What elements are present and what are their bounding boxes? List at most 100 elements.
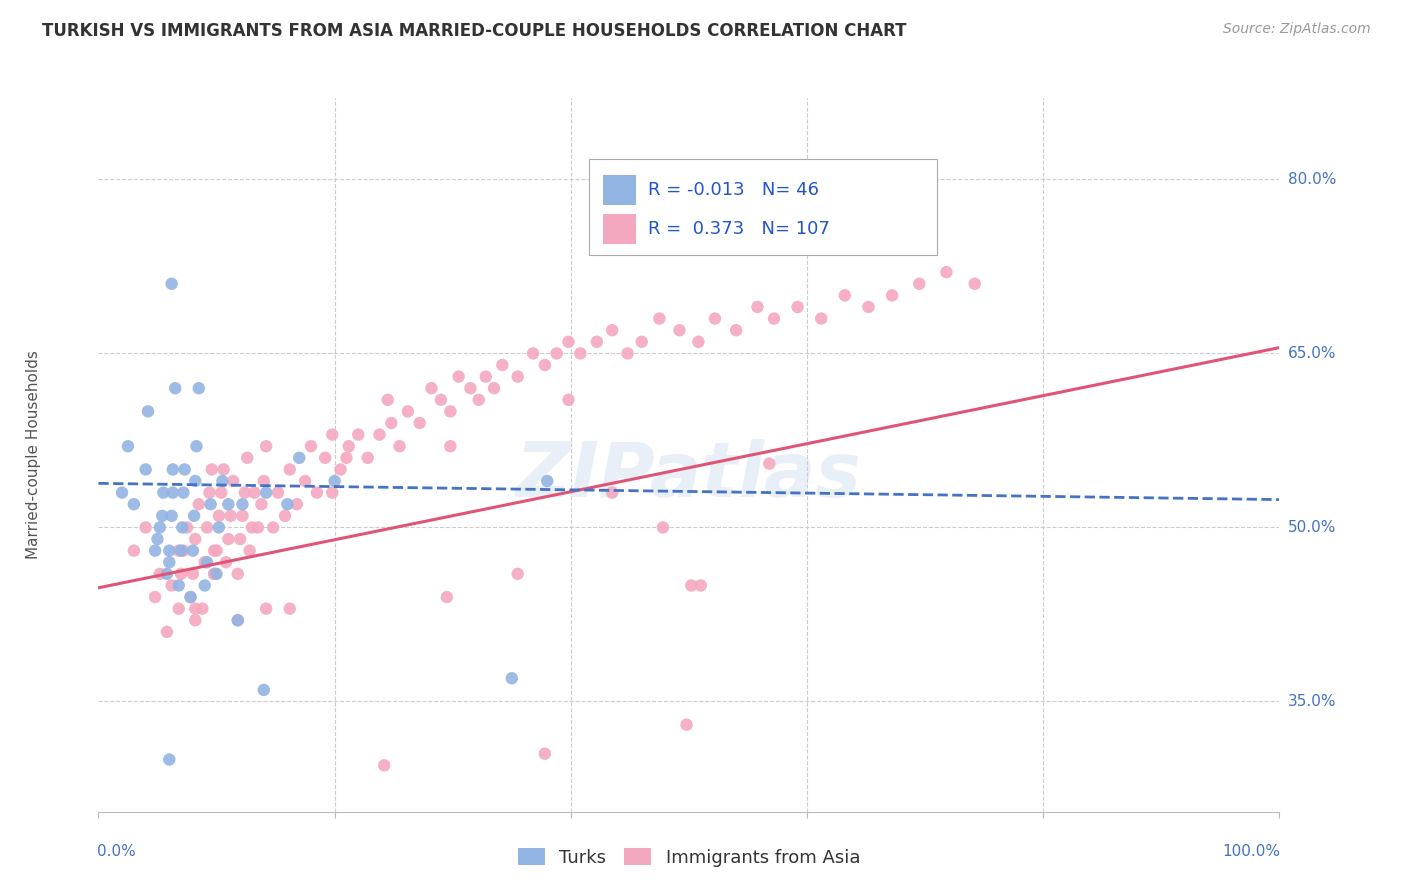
Point (388, 439, 411, 453)
Point (181, 566, 204, 581)
Point (908, 277, 931, 291)
Point (186, 439, 208, 453)
Point (187, 497, 209, 511)
Point (143, 590, 166, 604)
Point (600, 323, 623, 337)
Point (160, 508, 183, 523)
Point (202, 543, 225, 558)
Point (240, 520, 263, 534)
Point (136, 404, 159, 418)
Point (321, 427, 343, 442)
Point (111, 485, 134, 500)
Point (231, 497, 253, 511)
Point (194, 555, 217, 569)
Point (117, 439, 139, 453)
Point (122, 497, 145, 511)
Point (396, 404, 419, 418)
Point (187, 381, 209, 395)
Point (536, 474, 558, 488)
Point (160, 277, 183, 291)
FancyBboxPatch shape (603, 214, 636, 244)
Point (347, 427, 370, 442)
Text: 35.0%: 35.0% (1288, 694, 1336, 709)
Point (762, 311, 785, 326)
Point (285, 497, 308, 511)
Point (278, 601, 301, 615)
Point (357, 450, 380, 465)
Point (616, 346, 638, 360)
Text: 65.0%: 65.0% (1288, 346, 1336, 361)
Point (689, 578, 711, 592)
Point (299, 439, 322, 453)
Point (195, 520, 218, 534)
Text: R = -0.013   N= 46: R = -0.013 N= 46 (648, 181, 818, 199)
Point (276, 497, 298, 511)
Point (254, 601, 277, 615)
Point (226, 613, 249, 627)
Point (184, 613, 207, 627)
Point (430, 392, 453, 407)
Point (191, 601, 214, 615)
Point (156, 566, 179, 581)
Point (569, 346, 592, 360)
Point (209, 485, 232, 500)
Point (222, 474, 245, 488)
Point (229, 532, 252, 546)
Point (852, 167, 875, 181)
Point (337, 439, 360, 453)
Point (501, 671, 523, 685)
Point (231, 508, 253, 523)
Point (254, 485, 277, 500)
Point (152, 485, 174, 500)
Point (630, 334, 652, 349)
Point (482, 381, 505, 395)
Point (172, 520, 194, 534)
Point (439, 439, 461, 453)
Point (420, 381, 443, 395)
Point (668, 323, 690, 337)
Text: ZIPatlas: ZIPatlas (516, 440, 862, 513)
Point (217, 532, 239, 546)
Point (219, 508, 242, 523)
Point (522, 346, 544, 360)
Point (143, 543, 166, 558)
Point (236, 450, 259, 465)
Point (408, 416, 430, 430)
Point (233, 485, 256, 500)
Point (288, 450, 311, 465)
Point (172, 543, 194, 558)
FancyBboxPatch shape (589, 159, 936, 255)
Point (600, 485, 623, 500)
Point (246, 520, 269, 534)
Point (135, 520, 157, 534)
Point (675, 717, 697, 731)
Point (439, 404, 461, 418)
Point (180, 590, 202, 604)
Point (181, 543, 204, 558)
Point (122, 543, 145, 558)
Point (146, 532, 169, 546)
Point (194, 578, 217, 592)
Point (368, 427, 391, 442)
Text: 0.0%: 0.0% (97, 844, 136, 859)
Text: Source: ZipAtlas.com: Source: ZipAtlas.com (1223, 22, 1371, 37)
Point (173, 462, 195, 476)
Text: 80.0%: 80.0% (1288, 172, 1336, 186)
Point (157, 543, 180, 558)
Point (436, 590, 458, 604)
Point (834, 288, 856, 302)
Text: 50.0%: 50.0% (1288, 520, 1336, 535)
Point (157, 752, 180, 766)
Point (184, 532, 207, 546)
FancyBboxPatch shape (603, 175, 636, 205)
Point (184, 474, 207, 488)
Point (170, 566, 193, 581)
Point (506, 369, 529, 384)
Point (725, 323, 748, 337)
Point (239, 543, 262, 558)
Point (167, 578, 190, 592)
Point (305, 485, 328, 500)
Point (135, 462, 157, 476)
Text: Married-couple Households: Married-couple Households (25, 351, 41, 559)
Point (335, 450, 357, 465)
